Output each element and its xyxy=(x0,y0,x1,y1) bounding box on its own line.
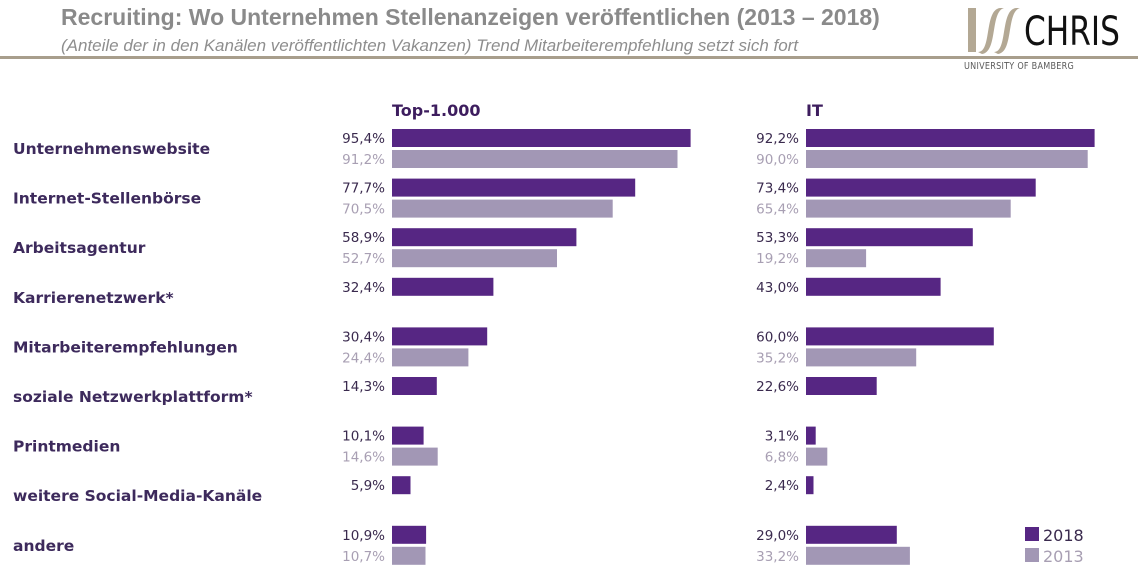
logo-mark-icon xyxy=(968,8,1020,54)
bar-2018 xyxy=(392,178,636,197)
data-label-2018: 10,9% xyxy=(342,528,385,544)
data-label-2018: 73,4% xyxy=(756,181,799,197)
bar-2018 xyxy=(392,327,488,346)
bar-2018 xyxy=(392,277,494,296)
category-labels: Unternehmenswebsite Internet-Stellenbörse… xyxy=(13,140,262,555)
data-label-2018: 14,3% xyxy=(342,379,385,395)
data-label-2018: 77,7% xyxy=(342,181,385,197)
header-divider xyxy=(0,56,1138,59)
bar-2013 xyxy=(392,546,426,565)
data-label-2013: 91,2% xyxy=(342,152,385,168)
category-label: Arbeitsagentur xyxy=(13,239,146,257)
bar-2018 xyxy=(392,476,411,495)
data-label-2013: 6,8% xyxy=(765,450,799,466)
data-label-2013: 24,4% xyxy=(342,350,385,366)
bar-2018 xyxy=(806,377,877,395)
panel-title: Top-1.000 xyxy=(392,101,480,120)
bar-2013 xyxy=(806,447,828,466)
bar-2018 xyxy=(806,228,973,247)
category-label: weitere Social-Media-Kanäle xyxy=(13,487,262,505)
bar-2018 xyxy=(806,129,1095,147)
slide-title: Recruiting: Wo Unternehmen Stellenanzeig… xyxy=(61,4,880,30)
panel-top-1000: Top-1.000 95,4% 77,7% 58,9% 32,4% 30,4% 14,3% 1… xyxy=(342,101,691,565)
bar-2018 xyxy=(806,525,897,544)
bar-2013 xyxy=(806,546,910,565)
data-label-2018: 32,4% xyxy=(342,280,385,296)
category-label: Unternehmenswebsite xyxy=(13,140,210,158)
panel-it: IT 92,2% 73,4% 53,3% 43,0% 60,0% 22,6% 3,1% 2,4%… xyxy=(756,101,1095,565)
data-label-2013: 14,6% xyxy=(342,450,385,466)
legend-label-2013: 2013 xyxy=(1043,547,1084,566)
data-label-2018: 95,4% xyxy=(342,131,385,147)
logo-text: CHRIS xyxy=(1024,9,1120,55)
bar-2018 xyxy=(392,228,577,247)
bar-2013 xyxy=(392,249,557,268)
data-label-2018: 22,6% xyxy=(756,379,799,395)
bar-2013 xyxy=(392,348,469,367)
data-label-2018: 53,3% xyxy=(756,230,799,246)
data-label-2018: 5,9% xyxy=(351,478,385,494)
slide-subtitle: (Anteile der in den Kanälen veröffentlic… xyxy=(61,36,799,55)
data-label-2013: 70,5% xyxy=(342,202,385,218)
bar-2018 xyxy=(806,178,1036,197)
chart-legend: 2018 2013 xyxy=(1025,526,1084,566)
data-label-2018: 10,1% xyxy=(342,429,385,445)
bar-2018 xyxy=(392,426,424,445)
data-label-2013: 33,2% xyxy=(756,549,799,565)
category-label: Internet-Stellenbörse xyxy=(13,190,201,208)
data-label-2013: 90,0% xyxy=(756,152,799,168)
data-label-2018: 29,0% xyxy=(756,528,799,544)
chart-panels: Top-1.000 95,4% 77,7% 58,9% 32,4% 30,4% 14,3% 1… xyxy=(342,101,1095,565)
data-label-2013: 19,2% xyxy=(756,251,799,267)
bar-2013 xyxy=(392,199,613,218)
data-label-2018: 60,0% xyxy=(756,329,799,345)
legend-label-2018: 2018 xyxy=(1043,526,1084,545)
category-label: andere xyxy=(13,537,74,555)
legend-swatch-2013 xyxy=(1025,548,1039,562)
bar-2013 xyxy=(806,348,917,367)
data-label-2018: 30,4% xyxy=(342,329,385,345)
bar-2018 xyxy=(806,327,994,346)
data-label-2018: 3,1% xyxy=(765,429,799,445)
category-label: Karrierenetzwerk* xyxy=(13,289,174,307)
bar-2013 xyxy=(806,249,867,268)
chris-logo: CHRIS UNIVERSITY OF BAMBERG xyxy=(962,6,1138,72)
category-label: soziale Netzwerkplattform* xyxy=(13,388,253,406)
bar-2013 xyxy=(392,150,678,168)
data-label-2018: 2,4% xyxy=(765,478,799,494)
data-label-2013: 52,7% xyxy=(342,251,385,267)
data-label-2018: 43,0% xyxy=(756,280,799,296)
data-label-2018: 92,2% xyxy=(756,131,799,147)
data-label-2013: 65,4% xyxy=(756,202,799,218)
bar-2018 xyxy=(392,377,437,395)
panel-title: IT xyxy=(806,101,823,120)
bar-2013 xyxy=(806,199,1011,218)
bar-2018 xyxy=(392,129,691,147)
category-label: Printmedien xyxy=(13,438,120,456)
bar-2018 xyxy=(806,277,941,296)
data-label-2013: 35,2% xyxy=(756,350,799,366)
bar-2013 xyxy=(806,150,1088,168)
logo-subtext: UNIVERSITY OF BAMBERG xyxy=(964,61,1074,72)
legend-swatch-2018 xyxy=(1025,527,1039,541)
bar-2018 xyxy=(806,426,816,445)
bar-2013 xyxy=(392,447,438,466)
bar-2018 xyxy=(806,476,814,495)
bar-2018 xyxy=(392,525,427,544)
data-label-2013: 10,7% xyxy=(342,549,385,565)
category-label: Mitarbeiterempfehlungen xyxy=(13,338,238,356)
data-label-2018: 58,9% xyxy=(342,230,385,246)
